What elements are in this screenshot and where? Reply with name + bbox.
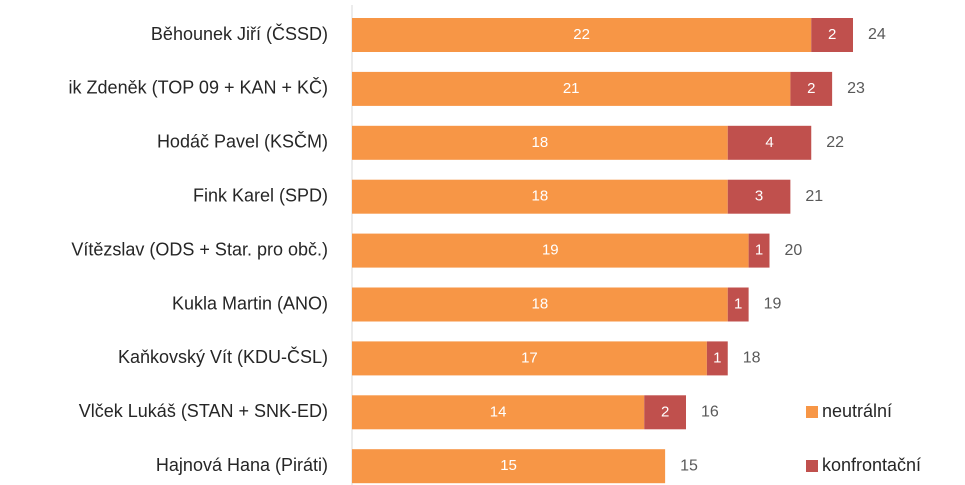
bar-segment	[706, 341, 728, 376]
bar-segment	[352, 395, 645, 430]
category-label: Vítězslav (ODS + Star. pro obč.)	[71, 239, 328, 259]
total-label: 21	[805, 188, 823, 205]
total-label: 19	[764, 296, 782, 313]
data-label: 18	[532, 188, 549, 205]
bar-segment	[352, 179, 728, 214]
category-label: Kukla Martin (ANO)	[172, 293, 328, 313]
data-label: 1	[713, 349, 721, 366]
total-label: 24	[868, 26, 886, 43]
bar-segment	[352, 18, 812, 52]
category-label: Hodáč Pavel (KSČM)	[157, 131, 328, 152]
category-label: Běhounek Jiří (ČSSD)	[151, 23, 328, 44]
data-label: 15	[500, 457, 517, 474]
data-label: 1	[755, 242, 763, 259]
data-label: 1	[734, 295, 742, 312]
total-label: 16	[701, 404, 719, 421]
legend-swatch	[806, 460, 818, 472]
data-label: 4	[765, 134, 773, 151]
bar-segment	[790, 71, 833, 106]
data-label: 2	[828, 26, 836, 43]
bar-segment	[748, 233, 770, 268]
data-label: 2	[807, 80, 815, 97]
bar-segment	[352, 341, 707, 376]
total-label: 22	[826, 134, 844, 151]
bar-segment	[352, 449, 666, 484]
legend-swatch	[806, 406, 818, 418]
data-label: 2	[661, 403, 669, 420]
legend-label: neutrální	[822, 401, 892, 421]
category-label: Kaňkovský Vít (KDU-ČSL)	[118, 346, 328, 367]
bar-segment	[352, 287, 728, 322]
bar-segment	[727, 125, 812, 160]
data-label: 17	[521, 349, 538, 366]
data-label: 14	[490, 403, 507, 420]
data-label: 18	[532, 134, 549, 151]
bar-segment	[352, 71, 791, 106]
data-label: 22	[573, 26, 590, 43]
bar-segment	[644, 395, 686, 430]
category-label: Vlček Lukáš (STAN + SNK-ED)	[79, 401, 328, 421]
bar-segment	[727, 287, 749, 322]
bar-segment	[352, 125, 728, 160]
bar-segment	[811, 18, 853, 52]
data-label: 19	[542, 242, 559, 259]
category-label: ik Zdeněk (TOP 09 + KAN + KČ)	[69, 77, 328, 98]
total-label: 18	[743, 350, 761, 367]
data-label: 18	[532, 295, 549, 312]
bar-segment	[727, 179, 791, 214]
data-label: 3	[755, 188, 763, 205]
category-label: Fink Karel (SPD)	[193, 185, 328, 205]
total-label: 23	[847, 80, 865, 97]
category-label: Hajnová Hana (Piráti)	[156, 455, 328, 475]
total-label: 20	[785, 242, 803, 259]
data-label: 21	[563, 80, 580, 97]
total-label: 15	[680, 457, 698, 474]
legend-label: konfrontační	[822, 455, 921, 475]
bar-segment	[352, 233, 749, 268]
